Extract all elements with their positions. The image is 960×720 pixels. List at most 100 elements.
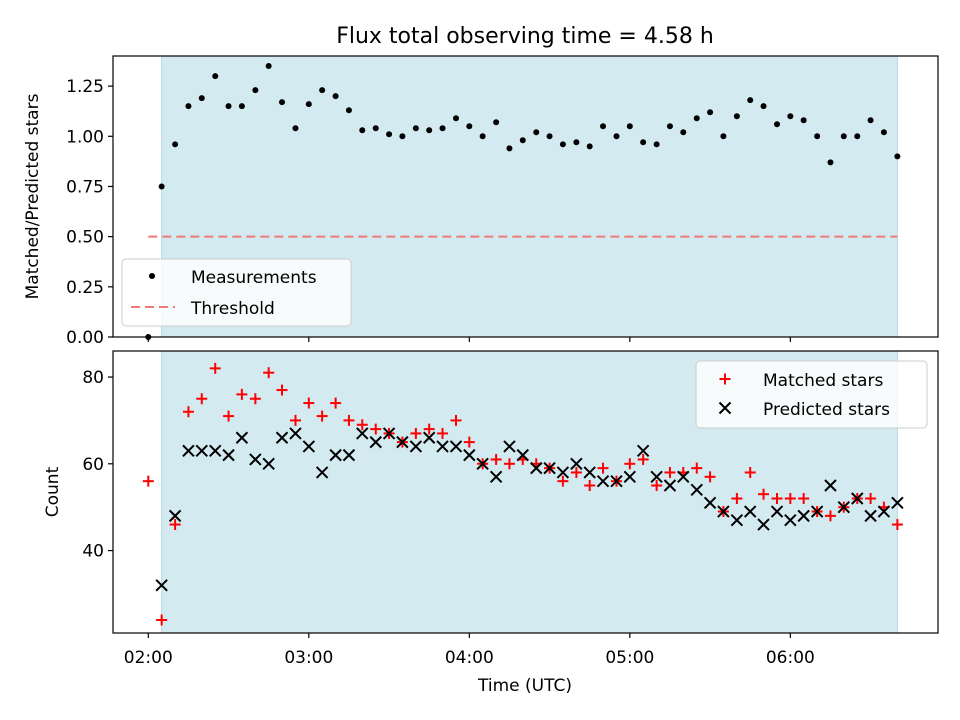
predicted-star-point [155,579,168,592]
matched-star-point [156,614,168,626]
predicted-star-point-b [851,492,864,505]
predicted-star-point-b [623,470,637,484]
predicted-star-point-b [422,431,436,444]
measurement-point [212,73,219,80]
measurement-point [519,137,526,144]
measurement-point [814,133,821,140]
predicted-star-point-b [382,427,396,440]
predicted-star-point [489,470,503,484]
predicted-star-point-b [610,474,623,488]
predicted-star-point-b [784,513,797,527]
measurement-point [158,183,165,190]
predicted-star-point [195,444,208,457]
measurement-point [854,133,861,140]
measurement-point [586,143,593,150]
matched-star-point [249,393,261,405]
legend-plus [719,373,731,385]
predicted-star-point-b [677,470,690,484]
measurement-point [613,133,620,140]
predicted-star-point-b [583,466,596,479]
bottom-y-axis-label: Count [43,466,63,517]
predicted-star-point-b [476,457,489,471]
top-legend-measurements-label: Measurements [191,268,317,288]
matched-star-point [824,510,836,522]
measurement-point [867,117,874,124]
predicted-star-point [864,509,877,523]
matched-star-point [771,493,783,505]
bottom-legend-matched-marker [719,373,731,385]
matched-star-point [263,367,275,379]
predicted-star-point [757,518,770,531]
measurement-point [506,145,513,152]
measurement-point [774,121,781,128]
predicted-star-point-b [329,448,342,462]
predicted-star-point [797,509,810,523]
predicted-star-point [877,505,891,518]
measurement-point [372,125,379,132]
predicted-star-point-b [556,466,570,479]
predicted-star-point-b [810,505,824,518]
measurement-point [238,103,245,110]
predicted-star-point-b [195,444,208,457]
matched-star-point [758,488,770,500]
measurement-point [840,133,847,140]
matched-star-point [169,519,181,531]
measurement-point [559,141,566,148]
matched-star-point [637,453,649,465]
measurement-point [466,123,473,130]
matched-star-point [891,519,903,531]
bottom-y-tick-label: 80 [82,368,104,388]
predicted-star-point [663,479,677,492]
predicted-star-point [650,470,663,484]
measurement-point [279,99,286,106]
matched-star-point [276,384,288,396]
top-legend: Measurements Threshold [121,258,352,327]
predicted-star-point [770,505,784,518]
top-y-tick-label: 0.50 [66,228,104,248]
measurement-point [225,103,232,110]
predicted-star-point-b [570,457,583,471]
bottom-y-tick-label: 60 [82,455,104,475]
matched-star-point [196,393,208,405]
measurement-point [800,117,807,124]
predicted-star-point-b [275,431,289,444]
predicted-star-point-b [222,448,235,462]
predicted-star-point-b [262,457,275,471]
predicted-star-point-b [730,513,744,527]
matched-star-point [142,475,154,487]
legend-cross [718,401,732,415]
predicted-star-point-b [757,518,770,531]
predicted-star-point-b [797,509,810,523]
bottom-x-tick-label: 03:00 [284,648,333,668]
predicted-star-point-b [289,427,302,440]
matched-star-point [744,466,756,478]
matched-star-point [330,397,342,409]
matched-star-point [597,462,609,474]
predicted-star-point [436,440,449,453]
matched-star-point [370,423,382,435]
bottom-axes-frame [112,350,939,634]
predicted-star-point-b [396,435,409,449]
measurement-point [305,101,312,108]
predicted-star-point [369,435,382,449]
predicted-star-point [623,470,637,484]
matched-star-point [570,466,582,478]
predicted-star-point [610,474,623,488]
predicted-star-point [570,457,583,471]
predicted-star-point-b [516,448,529,462]
predicted-star-point [810,505,824,518]
predicted-star-point-b [503,440,516,453]
predicted-star-point [302,440,316,453]
predicted-star-point-b [744,505,757,518]
matched-star-point [236,388,248,400]
predicted-star-point [422,431,436,444]
predicted-star-point-b [877,505,891,518]
predicted-star-point [262,457,275,471]
legend-cross-b [718,401,732,415]
predicted-star-point [744,505,757,518]
predicted-star-point-b [369,435,382,449]
matched-star-point [450,414,462,426]
measurement-point [600,123,607,130]
bottom-y-tick-label: 40 [82,542,104,562]
predicted-star-point [556,466,570,479]
